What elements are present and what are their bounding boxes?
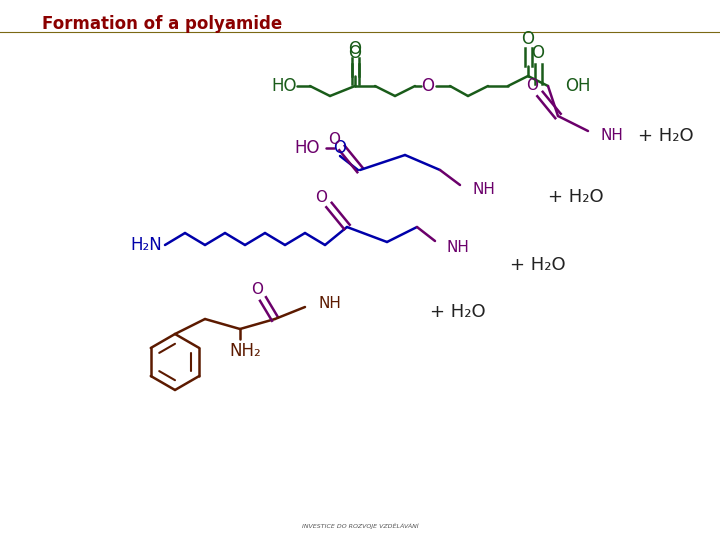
- Text: O: O: [328, 132, 340, 147]
- Text: O: O: [521, 30, 534, 48]
- Text: O: O: [251, 281, 263, 296]
- Text: Formation of a polyamide: Formation of a polyamide: [42, 15, 282, 33]
- Text: HO: HO: [294, 139, 320, 157]
- Text: + H₂O: + H₂O: [510, 256, 566, 274]
- Text: NH: NH: [447, 240, 470, 254]
- Text: O: O: [526, 78, 538, 93]
- Text: O: O: [348, 40, 361, 58]
- Text: + H₂O: + H₂O: [638, 127, 693, 145]
- Text: HO: HO: [271, 77, 297, 95]
- Text: NH: NH: [472, 183, 495, 198]
- Text: NH: NH: [319, 295, 342, 310]
- Text: O: O: [348, 44, 361, 62]
- Text: + H₂O: + H₂O: [548, 188, 603, 206]
- Text: O: O: [333, 139, 346, 157]
- Text: OH: OH: [565, 77, 590, 95]
- Text: H₂N: H₂N: [130, 236, 162, 254]
- Text: O: O: [531, 44, 544, 62]
- Text: + H₂O: + H₂O: [430, 303, 485, 321]
- Text: INVESTICE DO ROZVOJE VZDĚLÁVÁNÍ: INVESTICE DO ROZVOJE VZDĚLÁVÁNÍ: [302, 523, 418, 529]
- Text: O: O: [315, 190, 327, 205]
- Text: NH: NH: [600, 129, 623, 144]
- Text: NH₂: NH₂: [229, 342, 261, 360]
- Text: O: O: [421, 77, 434, 95]
